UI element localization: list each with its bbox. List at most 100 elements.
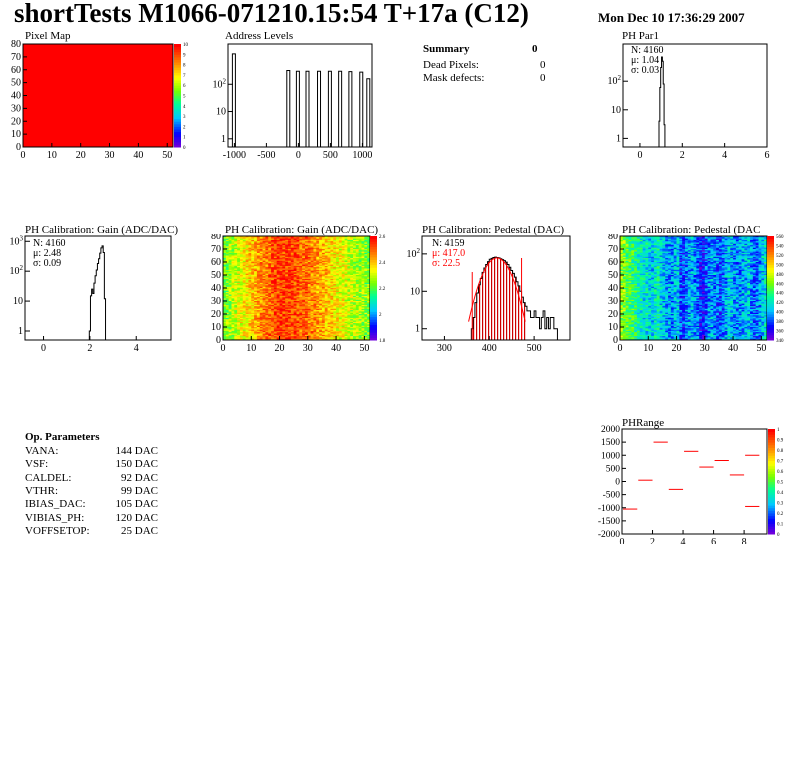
gain-map-cell bbox=[313, 249, 317, 251]
gain-map-cell bbox=[254, 303, 258, 306]
gain-map-cell bbox=[350, 311, 354, 313]
gain-map-cell bbox=[330, 325, 334, 328]
gain-map-cell bbox=[242, 273, 246, 276]
pedestal-map-cell bbox=[625, 272, 629, 274]
gain-map-cell bbox=[259, 327, 263, 329]
gain-map-cell bbox=[336, 317, 340, 320]
gain-map-cell bbox=[256, 312, 261, 315]
gain-map-cell bbox=[313, 238, 317, 241]
gain-map-cell bbox=[285, 239, 289, 242]
gain-map-cell bbox=[248, 311, 252, 313]
gain-map-cell bbox=[288, 321, 292, 324]
gain-map-cell bbox=[338, 319, 343, 321]
gain-map-cell bbox=[259, 258, 263, 260]
gain-map-cell bbox=[321, 250, 326, 252]
gain-map-cell bbox=[367, 294, 371, 297]
gain-map-cell bbox=[228, 239, 232, 242]
gain-map-cell bbox=[333, 278, 337, 281]
gain-map-cell bbox=[279, 241, 283, 243]
pixel-map-palette-cell bbox=[174, 90, 181, 94]
gain-map-cell bbox=[242, 247, 246, 250]
gain-map-cell bbox=[333, 330, 337, 333]
gain-map-cell bbox=[245, 239, 249, 242]
gain-map-cell bbox=[237, 306, 241, 308]
pedestal-map-cell bbox=[628, 262, 632, 264]
gain-map-cell bbox=[254, 329, 258, 332]
gain-map-cell bbox=[344, 312, 348, 315]
pedestal-map-cell bbox=[620, 252, 624, 255]
gain-map-cell bbox=[256, 320, 261, 323]
gain-map-cell bbox=[319, 246, 323, 248]
gain-map-cell bbox=[223, 271, 227, 273]
pedestal-map-cell bbox=[622, 239, 626, 242]
gain-map-cell bbox=[302, 293, 306, 295]
gain-map-cell bbox=[293, 263, 297, 265]
gain-map-cell bbox=[338, 264, 343, 267]
gain-map-cell bbox=[347, 245, 351, 247]
gain-map-cell bbox=[273, 281, 278, 284]
gain-map-cell bbox=[285, 273, 289, 276]
gain-map-cell bbox=[338, 275, 343, 277]
gain-map-cell bbox=[347, 306, 351, 308]
gain-map-cell bbox=[239, 304, 244, 307]
gain-map-cell bbox=[321, 272, 326, 274]
pedestal-map-chart: 0 10 20 30 40 5001020304050607080340360380400… bbox=[608, 234, 784, 354]
gain-map-cell bbox=[228, 277, 232, 280]
gain-map-cell bbox=[338, 254, 343, 256]
gain-map-cell bbox=[293, 251, 297, 254]
gain-map-cell bbox=[251, 242, 255, 245]
gain-map-cell bbox=[355, 255, 359, 258]
gain-map-cell bbox=[225, 289, 229, 291]
gain-map-cell bbox=[316, 277, 320, 280]
gain-map-cell bbox=[239, 267, 244, 269]
gain-map-cell bbox=[338, 272, 343, 274]
gain-map-cell bbox=[316, 298, 320, 300]
gain-map-cell bbox=[358, 290, 362, 293]
gain-map-cell bbox=[262, 295, 266, 298]
gain-map-cell bbox=[338, 288, 343, 290]
gain-map-cell bbox=[293, 319, 297, 321]
gain-map-ytick-label: 40 bbox=[211, 283, 221, 294]
gain-map-cell bbox=[341, 264, 345, 267]
gain-map-cell bbox=[279, 250, 283, 252]
gain-map-cell bbox=[327, 325, 331, 328]
gain-map-cell bbox=[273, 333, 278, 336]
gain-map-cell bbox=[361, 304, 365, 307]
gain-map-cell bbox=[364, 278, 368, 281]
gain-map-cell bbox=[288, 272, 292, 274]
gain-map-cell bbox=[231, 284, 235, 286]
gain-map-cell bbox=[223, 249, 227, 251]
gain-map-cell bbox=[302, 337, 306, 339]
gain-map-cell bbox=[353, 268, 357, 271]
gain-map-cell bbox=[330, 255, 334, 258]
address-levels-ytick-label: 10 bbox=[216, 107, 226, 118]
gain-map-cell bbox=[361, 286, 365, 289]
gain-map-cell bbox=[285, 252, 289, 255]
gain-map-cell bbox=[276, 297, 280, 299]
gain-map-cell bbox=[319, 284, 323, 286]
gain-map-cell bbox=[225, 321, 229, 324]
gain-map-cell bbox=[296, 323, 300, 325]
gain-map-cell bbox=[319, 314, 323, 316]
pedestal-map-cell bbox=[634, 291, 638, 294]
gain-map-cell bbox=[296, 241, 300, 243]
gain-map-cell bbox=[223, 281, 227, 284]
gain-map-cell bbox=[242, 259, 246, 261]
gain-map-cell bbox=[276, 277, 280, 280]
gain-map-cell bbox=[350, 295, 354, 298]
gain-map-cell bbox=[307, 280, 311, 282]
pedestal-map-cell bbox=[634, 275, 638, 277]
gain-map-cell bbox=[304, 272, 309, 274]
gain-map-cell bbox=[290, 286, 294, 289]
gain-map-cell bbox=[364, 306, 368, 308]
pedestal-map-cell bbox=[622, 262, 626, 264]
gain-map-cell bbox=[259, 246, 263, 248]
gain-map-cell bbox=[316, 249, 320, 251]
gain-map-cell bbox=[361, 329, 365, 332]
gain-map-cell bbox=[265, 329, 269, 332]
gain-map-cell bbox=[336, 311, 340, 313]
gain-map-cell bbox=[344, 264, 348, 267]
gain-map-cell bbox=[242, 238, 246, 241]
gain-map-cell bbox=[251, 333, 255, 336]
gain-map-cell bbox=[223, 265, 227, 268]
